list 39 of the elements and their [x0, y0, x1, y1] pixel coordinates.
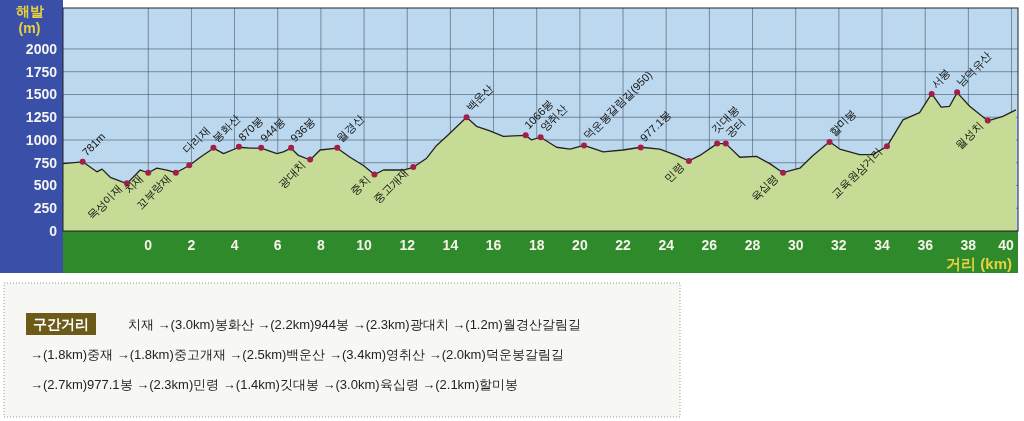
text: 치재 →(3.0km)봉화산 →(2.2km)944봉 →(2.3km)광대치 →(1.2m)월경산갈림길 [128, 317, 581, 332]
x-tick-label: 18 [528, 237, 545, 253]
x-tick-label: 14 [442, 237, 459, 253]
x-tick-label: 8 [317, 237, 326, 253]
y-tick-label: 1000 [25, 131, 58, 148]
annotation: 서봉 [928, 66, 953, 91]
x-tick-label: 40 [998, 237, 1014, 253]
text: 구간거리 [33, 316, 89, 332]
annotation: 민령 [662, 159, 687, 184]
y-tick-label: 1500 [25, 86, 58, 103]
x-tick-label: 0 [144, 237, 153, 253]
x-tick-label: 16 [485, 237, 502, 253]
y-tick-label: 500 [33, 177, 58, 194]
x-tick-label: 26 [701, 237, 718, 253]
x-axis-title: 거리 (km) [946, 255, 1012, 272]
x-tick-label: 30 [787, 237, 804, 253]
y-tick-label: 250 [33, 200, 58, 217]
text: →(1.8km)중재 →(1.8km)중고개재 →(2.5km)백운산 →(3.4km)영취산 →(2.0km)덕운봉갈림길 [30, 347, 564, 362]
y-tick-label: 1250 [25, 109, 58, 126]
x-tick-label: 38 [960, 237, 977, 253]
y-tick-label: 2000 [25, 40, 58, 57]
x-tick-label: 36 [917, 237, 934, 253]
annotation: 중치 [347, 173, 372, 198]
x-tick-label: 6 [273, 237, 282, 253]
x-tick-label: 12 [399, 237, 416, 253]
y-tick-label: 0 [49, 223, 58, 239]
y-axis-title: 해발 (m) [15, 3, 44, 36]
x-tick-label: 4 [230, 237, 239, 253]
x-tick-label: 10 [356, 237, 373, 253]
x-tick-label: 2 [187, 237, 196, 253]
x-tick-label: 20 [572, 237, 588, 253]
y-tick-label: 1750 [25, 63, 58, 80]
x-tick-label: 24 [658, 237, 675, 253]
x-tick-label: 22 [615, 237, 632, 253]
x-tick-label: 34 [874, 237, 891, 253]
x-tick-label: 28 [744, 237, 761, 253]
y-tick-label: 750 [33, 154, 58, 171]
text: →(2.7km)977.1봉 →(2.3km)민령 →(1.4km)깃대봉 →(3.0km)육십령 →(2.1km)할미봉 [30, 377, 519, 392]
x-tick-label: 32 [831, 237, 847, 253]
